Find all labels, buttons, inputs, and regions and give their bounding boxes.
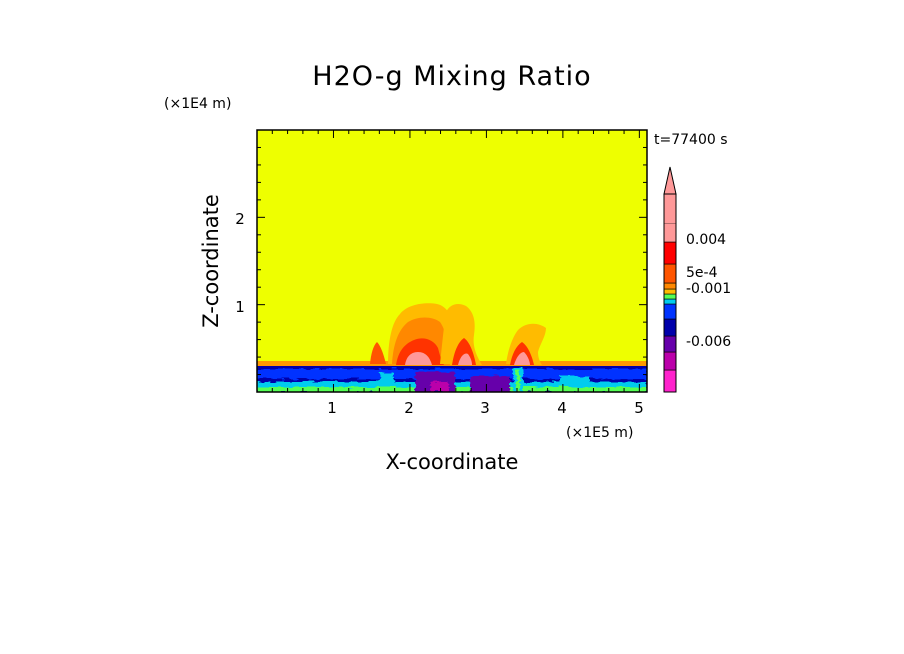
y-tick-labels: 1 2: [235, 210, 245, 316]
y-axis-label: Z-coordinate: [199, 194, 223, 328]
surface-magenta-patch: [430, 382, 448, 392]
colorbar-label: -0.006: [686, 334, 731, 350]
colorbar-band: [664, 194, 676, 223]
x-tick-label: 2: [404, 399, 414, 417]
colorbar-band: [663, 335, 677, 353]
time-label: t=77400 s: [654, 132, 728, 148]
surface-layer: [257, 366, 647, 392]
plume-pink-1: [405, 352, 432, 365]
x-tick-label: 5: [634, 399, 644, 417]
x-tick-label: 1: [327, 399, 337, 417]
plot-area: [256, 129, 648, 393]
colorbar-band: [663, 303, 677, 320]
plot-frame: [256, 129, 648, 393]
colorbar-band: [663, 222, 677, 243]
colorbar-band: [663, 263, 677, 284]
colorbar-band: [663, 298, 677, 305]
x-tick-labels: 1 2 3 4 5: [327, 399, 644, 417]
colorbar-labels: 0.004 5e-4 -0.001 -0.006: [686, 232, 731, 350]
y-tick-label: 2: [235, 210, 245, 228]
surface-cyan-patch-left: [380, 373, 394, 385]
colorbar-label: -0.001: [686, 281, 731, 297]
convective-plumes: [257, 303, 647, 367]
colorbar-label: 0.004: [686, 232, 726, 248]
surface-green-column: [516, 370, 520, 392]
colorbar-top-arrow: [663, 166, 677, 195]
colorbar-band: [663, 241, 677, 265]
x-axis-label: X-coordinate: [386, 450, 519, 474]
x-tick-label: 3: [480, 399, 490, 417]
x-axis-unit: (×1E5 m): [566, 425, 633, 441]
plume-outer-0: [370, 342, 386, 364]
colorbar-band: [663, 288, 677, 295]
surface-purple-patch-2: [470, 376, 510, 392]
colorbar-label: 5e-4: [686, 265, 718, 281]
colorbar-frame: [663, 193, 677, 393]
colorbar-band: [663, 293, 677, 300]
plume-pink-3: [514, 352, 530, 365]
colorbar: 0.004 5e-4 -0.001 -0.006: [663, 166, 731, 393]
colorbar-band: [663, 318, 677, 337]
y-axis-unit: (×1E4 m): [164, 96, 231, 112]
x-tick-label: 4: [557, 399, 567, 417]
chart-title: H2O-g Mixing Ratio: [312, 61, 591, 92]
colorbar-band: [663, 369, 677, 393]
plume-pink-2: [458, 353, 472, 365]
y-tick-label: 1: [235, 298, 245, 316]
colorbar-bands: [663, 194, 677, 393]
surface-cyan-patch-right: [560, 376, 590, 386]
colorbar-band: [663, 351, 677, 371]
colorbar-band: [663, 282, 677, 290]
minor-ticks: [257, 130, 647, 392]
